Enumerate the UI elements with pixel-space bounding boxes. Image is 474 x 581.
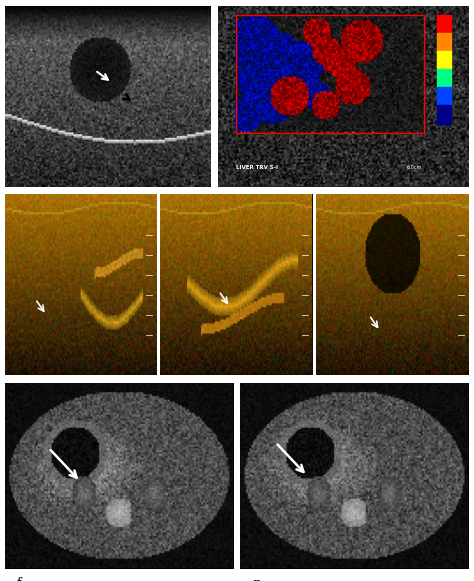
Bar xyxy=(437,87,451,105)
Bar xyxy=(437,105,451,124)
Text: a.: a. xyxy=(15,194,27,207)
Text: c.: c. xyxy=(12,383,23,396)
Text: f.: f. xyxy=(16,577,24,581)
Bar xyxy=(437,69,451,87)
Bar xyxy=(236,15,424,132)
Text: LIVER TRV S-I: LIVER TRV S-I xyxy=(236,165,278,170)
Text: d.: d. xyxy=(168,383,180,396)
Text: g.: g. xyxy=(252,577,264,581)
Bar xyxy=(437,15,451,33)
Text: b.: b. xyxy=(230,194,242,207)
Bar xyxy=(437,33,451,51)
Text: e.: e. xyxy=(324,383,335,396)
Bar xyxy=(437,51,451,69)
Text: 6.0cm: 6.0cm xyxy=(406,165,421,170)
